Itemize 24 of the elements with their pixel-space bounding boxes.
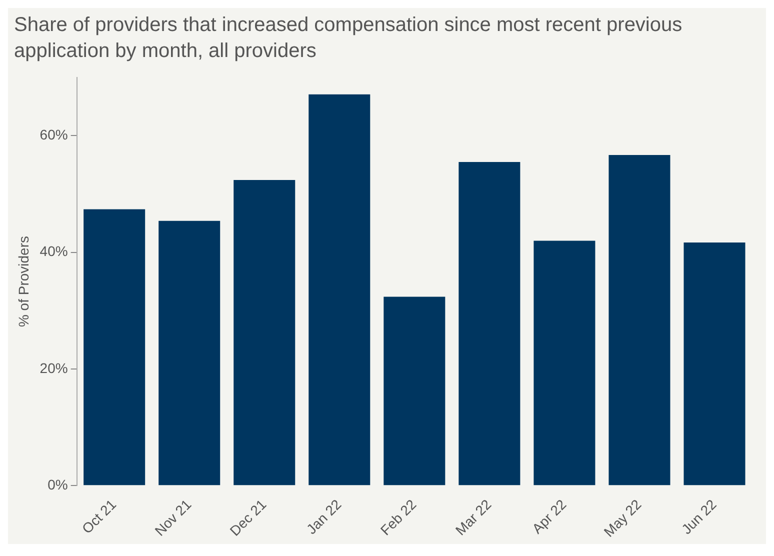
bar	[608, 154, 670, 486]
y-tick-label: 0%	[48, 476, 68, 493]
x-tick-label: Apr 22	[528, 496, 570, 537]
bar	[458, 162, 520, 486]
x-tick-label: Feb 22	[377, 496, 420, 538]
y-tick-label: 40%	[40, 243, 68, 260]
chart-title: Share of providers that increased compensation since most recent previous application by month, all providers	[13, 13, 684, 64]
bar	[84, 209, 146, 486]
y-axis-title: % of Providers	[15, 236, 32, 328]
x-tick-label: Dec 21	[226, 496, 270, 539]
bar	[308, 94, 370, 486]
bar	[384, 296, 446, 486]
x-tick-label: Jun 22	[678, 496, 720, 538]
x-tick-label: Nov 21	[152, 496, 194, 539]
x-tick-label: May 22	[600, 496, 644, 540]
x-tick-label: Jan 22	[303, 496, 344, 538]
bar	[158, 220, 220, 486]
x-tick-label: Mar 22	[452, 496, 494, 538]
y-tick-label: 20%	[40, 360, 68, 376]
y-tick-label: 60%	[40, 126, 68, 143]
x-tick-label: Oct 21	[78, 496, 120, 537]
bar	[234, 180, 296, 486]
bar	[534, 240, 596, 486]
bar	[684, 242, 746, 486]
